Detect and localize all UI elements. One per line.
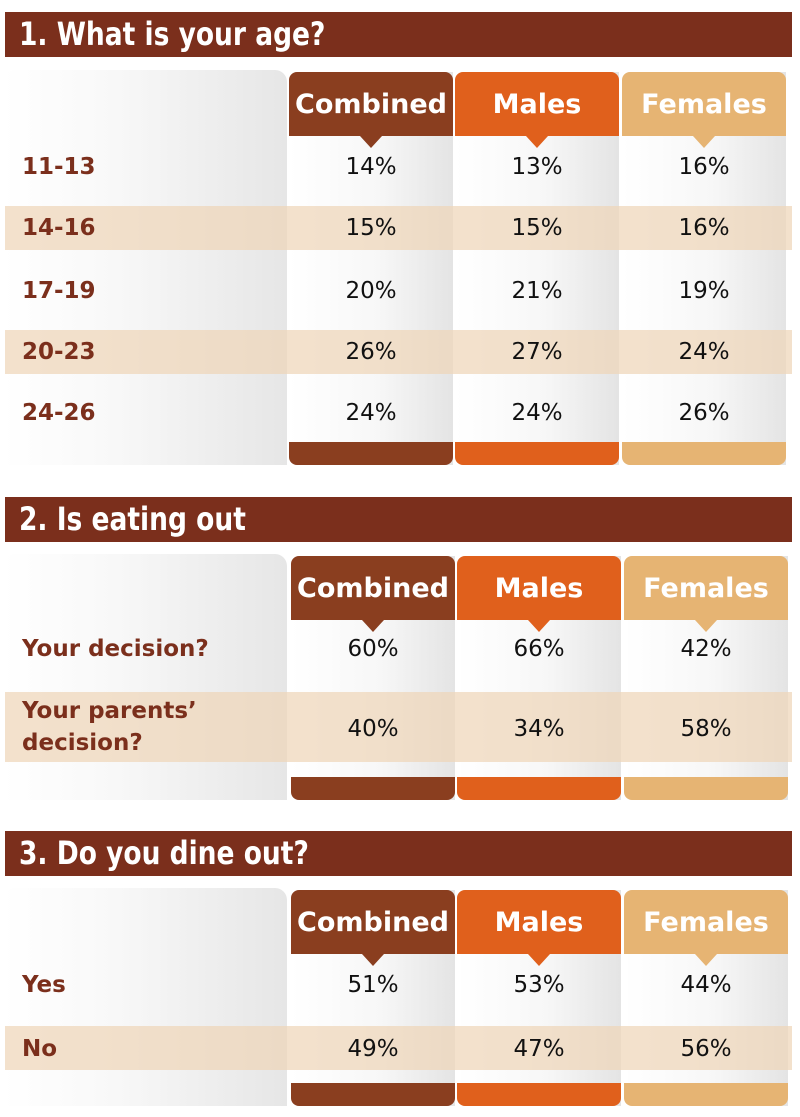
header-notch [526,136,548,148]
header-notch [695,954,717,966]
males-value: 13% [511,154,563,180]
males-header: Males [455,72,619,136]
age-section: 1. What is your age? Combined Males Fema… [0,0,800,470]
females-header: Females [624,890,788,954]
column-footer [457,777,621,800]
column-footer [624,1083,788,1106]
females-value: 24% [678,339,730,365]
section-title: 1. What is your age? [5,12,792,57]
column-footer [622,442,786,465]
row-label: 14-16 [22,215,96,241]
row-stripe [5,1026,792,1070]
females-value: 26% [678,400,730,426]
row-label: Your decision? [22,636,209,662]
column-footer [289,442,453,465]
row-stripe [5,330,792,374]
row-label: 17-19 [22,278,96,304]
males-value: 66% [513,636,565,662]
combined-header: Combined [291,556,455,620]
males-value: 47% [513,1036,565,1062]
section-title: 3. Do you dine out? [5,831,792,876]
males-header: Males [457,556,621,620]
females-value: 19% [678,278,730,304]
header-notch [693,136,715,148]
combined-value: 49% [347,1036,399,1062]
row-label: No [22,1036,58,1062]
males-column: Males [455,72,619,465]
combined-value: 15% [345,215,397,241]
males-column: Males [457,890,621,1106]
row-stripe [5,692,792,762]
combined-header: Combined [289,72,453,136]
row-label: 24-26 [22,400,96,426]
header-notch [360,136,382,148]
females-value: 16% [678,154,730,180]
combined-column: Combined [289,72,453,465]
combined-value: 20% [345,278,397,304]
header-notch [362,620,384,632]
column-footer [291,1083,455,1106]
females-header: Females [622,72,786,136]
combined-value: 14% [345,154,397,180]
males-value: 15% [511,215,563,241]
combined-value: 40% [347,716,399,742]
males-column: Males [457,556,621,800]
combined-value: 60% [347,636,399,662]
header-notch [362,954,384,966]
row-label-line: Your parents’ [22,698,197,724]
females-column: Females [624,890,788,1106]
females-value: 58% [680,716,732,742]
header-notch [528,620,550,632]
column-footer [457,1083,621,1106]
section-title: 2. Is eating out [5,497,792,542]
females-value: 56% [680,1036,732,1062]
males-value: 24% [511,400,563,426]
header-notch [695,620,717,632]
males-value: 53% [513,972,565,998]
females-column: Females [622,72,786,465]
males-value: 34% [513,716,565,742]
column-footer [455,442,619,465]
combined-value: 24% [345,400,397,426]
row-label: 20-23 [22,339,96,365]
row-label: Yes [22,972,66,998]
combined-header: Combined [291,890,455,954]
combined-value: 51% [347,972,399,998]
row-labels-panel [3,70,287,465]
males-value: 21% [511,278,563,304]
header-notch [528,954,550,966]
females-value: 44% [680,972,732,998]
eating-out-section: 2. Is eating out Combined Males Females … [3,497,792,800]
row-label-line: decision? [22,730,143,756]
combined-column: Combined [291,890,455,1106]
row-label: Your parents’ decision? [22,695,197,759]
row-stripe [5,206,792,250]
females-value: 42% [680,636,732,662]
males-header: Males [457,890,621,954]
row-label: 11-13 [22,154,96,180]
column-footer [624,777,788,800]
males-value: 27% [511,339,563,365]
combined-value: 26% [345,339,397,365]
column-footer [291,777,455,800]
females-value: 16% [678,215,730,241]
females-header: Females [624,556,788,620]
